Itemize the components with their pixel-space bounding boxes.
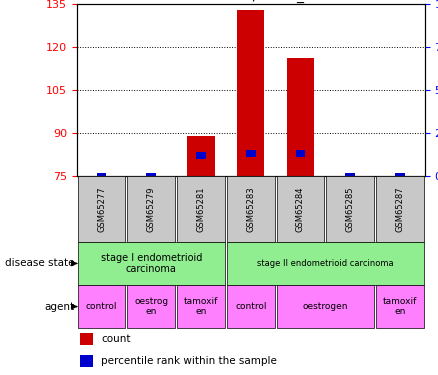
Bar [146,172,156,180]
Bar [80,333,93,345]
Bar [345,172,355,180]
Bar [277,176,325,242]
Bar [376,176,424,242]
Bar [96,172,106,180]
Bar [78,176,125,242]
Text: tamoxif
en: tamoxif en [383,297,417,316]
Text: GSM65284: GSM65284 [296,186,305,232]
Bar [78,285,125,328]
Bar [80,355,93,367]
Bar [227,285,275,328]
Text: percentile rank within the sample: percentile rank within the sample [101,356,277,366]
Bar [78,242,225,285]
Text: GSM65279: GSM65279 [147,186,156,232]
Text: oestrog
en: oestrog en [134,297,168,316]
Text: GSM65281: GSM65281 [197,186,205,232]
Text: disease state: disease state [5,258,74,268]
Text: control: control [86,302,117,311]
Bar [177,285,225,328]
Bar [237,9,265,176]
Bar [177,176,225,242]
Title: GDS3604 / 1012_at: GDS3604 / 1012_at [183,0,318,3]
Bar [246,150,256,158]
Text: oestrogen: oestrogen [303,302,348,311]
Text: GSM65285: GSM65285 [346,186,355,232]
Bar [376,285,424,328]
Text: GSM65283: GSM65283 [246,186,255,232]
Bar [227,176,275,242]
Bar [187,136,215,176]
Bar [277,285,374,328]
Bar [196,152,206,159]
Bar [127,176,175,242]
Bar [127,285,175,328]
Text: stage I endometrioid
carcinoma: stage I endometrioid carcinoma [101,253,202,274]
Bar [287,58,314,176]
Text: tamoxif
en: tamoxif en [184,297,218,316]
Text: GSM65287: GSM65287 [396,186,404,232]
Bar [326,176,374,242]
Text: stage II endometrioid carcinoma: stage II endometrioid carcinoma [257,259,394,268]
Text: agent: agent [44,302,74,312]
Bar [227,242,424,285]
Text: GSM65277: GSM65277 [97,186,106,232]
Bar [296,150,305,158]
Bar [395,172,405,180]
Text: count: count [101,334,131,344]
Text: control: control [235,302,266,311]
